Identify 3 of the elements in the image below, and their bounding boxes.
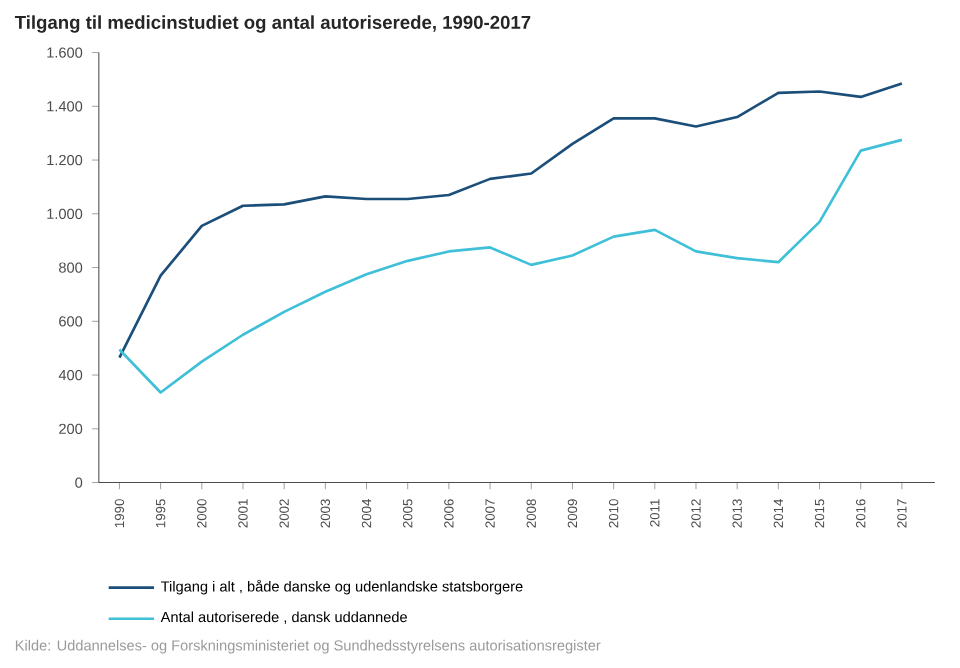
chart-title: Tilgang til medicinstudiet og antal autoriserede, 1990-2017 <box>14 15 531 33</box>
line-series <box>118 82 904 359</box>
line-series <box>118 138 904 394</box>
